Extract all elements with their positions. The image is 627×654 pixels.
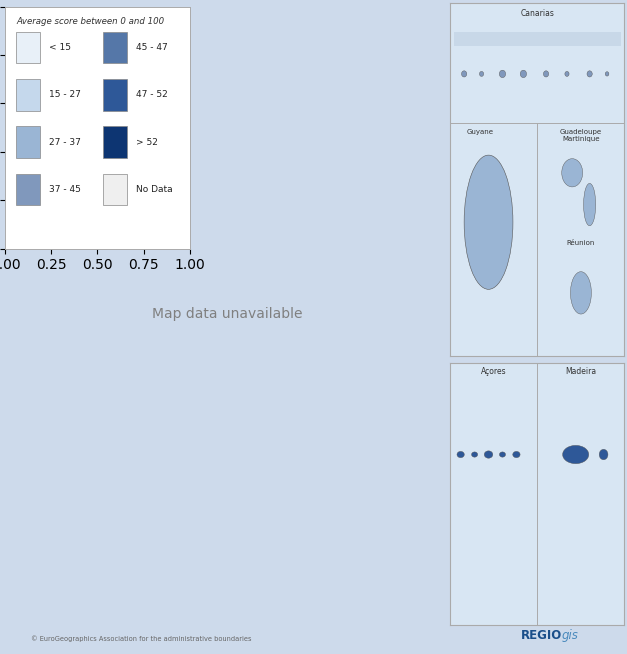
Ellipse shape (571, 271, 591, 314)
Text: REGIO: REGIO (520, 629, 562, 642)
Ellipse shape (520, 70, 527, 78)
Ellipse shape (500, 452, 505, 457)
Ellipse shape (605, 72, 609, 76)
Text: 37 - 45: 37 - 45 (50, 184, 82, 194)
Text: 45 - 47: 45 - 47 (136, 43, 168, 52)
Text: Guadeloupe
Martinique: Guadeloupe Martinique (560, 129, 602, 142)
Bar (454, 31, 621, 46)
Ellipse shape (562, 445, 589, 464)
Text: > 52: > 52 (136, 137, 158, 146)
Ellipse shape (584, 183, 596, 226)
Text: No Data: No Data (136, 184, 173, 194)
Bar (16, 126, 40, 158)
Text: gis: gis (561, 629, 578, 642)
Ellipse shape (461, 71, 466, 77)
Text: Guyane: Guyane (466, 129, 493, 135)
Text: © EuroGeographics Association for the administrative boundaries: © EuroGeographics Association for the ad… (31, 636, 252, 642)
Ellipse shape (587, 71, 593, 77)
Ellipse shape (599, 449, 608, 460)
Ellipse shape (562, 159, 582, 187)
Text: < 15: < 15 (50, 43, 71, 52)
Bar (103, 173, 127, 205)
Text: Açores: Açores (481, 367, 507, 376)
Ellipse shape (565, 71, 569, 77)
Ellipse shape (544, 71, 549, 77)
Ellipse shape (499, 70, 505, 78)
Ellipse shape (472, 452, 478, 457)
Bar (16, 32, 40, 63)
Text: Canarias: Canarias (520, 9, 554, 18)
Text: Madeira: Madeira (566, 367, 596, 376)
Ellipse shape (457, 451, 465, 458)
Ellipse shape (484, 451, 493, 458)
Bar (103, 79, 127, 111)
Text: Average score between 0 and 100: Average score between 0 and 100 (16, 18, 164, 26)
Ellipse shape (480, 71, 483, 77)
Ellipse shape (464, 155, 513, 289)
Text: Réunion: Réunion (567, 240, 595, 246)
Bar (16, 79, 40, 111)
Text: 27 - 37: 27 - 37 (50, 137, 82, 146)
Text: Map data unavailable: Map data unavailable (152, 307, 303, 321)
Bar (16, 173, 40, 205)
Bar (103, 32, 127, 63)
Ellipse shape (513, 451, 520, 458)
Bar (103, 126, 127, 158)
Text: 47 - 52: 47 - 52 (136, 90, 168, 99)
Text: 15 - 27: 15 - 27 (50, 90, 82, 99)
